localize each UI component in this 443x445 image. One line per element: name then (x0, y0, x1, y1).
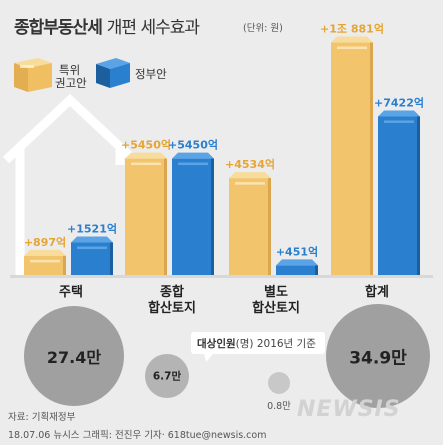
caption-text: 대상인원(명) 2016년 기준 (197, 338, 316, 350)
category-label-separate-land: 별도 합산토지 (252, 285, 300, 316)
bar-tf-combined-land (125, 152, 167, 275)
unit-label: (단위: 원) (243, 23, 283, 34)
category-label-total: 합계 (365, 285, 389, 300)
value-label-tf-total: +1조 881억 (320, 23, 384, 36)
value-label-gov-total: +7422억 (374, 96, 424, 109)
value-label-gov-combined-land: +5450억 (168, 139, 218, 152)
bubble-value-housing: 27.4만 (46, 348, 102, 367)
caption-pointer (204, 353, 214, 362)
bar-tf-total (331, 36, 373, 276)
bubble-value-separate-land: 0.8만 (267, 401, 291, 412)
bar-gov-combined-land (172, 152, 214, 275)
bubble-total (326, 304, 430, 408)
category-label-combined-land: 종합 합산토지 (148, 285, 196, 316)
value-label-tf-separate-land: +4534억 (225, 158, 275, 171)
legend-swatches (14, 58, 130, 92)
bubble-separate-land (268, 372, 290, 394)
bar-gov-separate-land (276, 259, 318, 275)
value-label-tf-combined-land: +5450억 (121, 139, 171, 152)
caption-box (191, 332, 325, 354)
legend-box-tf-icon (14, 58, 52, 92)
legend-label-gov: 정부안 (135, 67, 167, 81)
value-label-gov-separate-land: +451억 (276, 245, 318, 258)
bar-tf-separate-land (229, 172, 271, 275)
bubble-housing (24, 306, 124, 406)
value-label-tf-housing: +897억 (24, 236, 66, 249)
value-label-gov-housing: +1521억 (67, 223, 117, 236)
bubble-value-total: 34.9만 (349, 348, 407, 369)
bar-tf-housing (24, 249, 66, 275)
source-note: 자료: 기획재정부 (8, 412, 76, 423)
category-label-housing: 주택 (59, 285, 83, 300)
bubble-value-combined-land: 6.7만 (152, 370, 182, 383)
title-sub: 개편 세수효과 (106, 18, 200, 38)
bar-gov-housing (71, 236, 113, 275)
credit-note: 18.07.06 뉴시스 그래픽: 전진우 기자· 618tue@newsis.… (8, 430, 267, 441)
bubble-combined-land (145, 354, 189, 398)
newsis-logo: NEWSIS (297, 397, 401, 422)
page-title: 종합부동산세 개편 세수효과 (14, 13, 200, 38)
legend-label-tf: 특위 권고안 (55, 63, 87, 90)
legend-box-gov-icon (96, 58, 130, 88)
bar-gov-total (378, 110, 420, 276)
title-main: 종합부동산세 (14, 18, 103, 38)
